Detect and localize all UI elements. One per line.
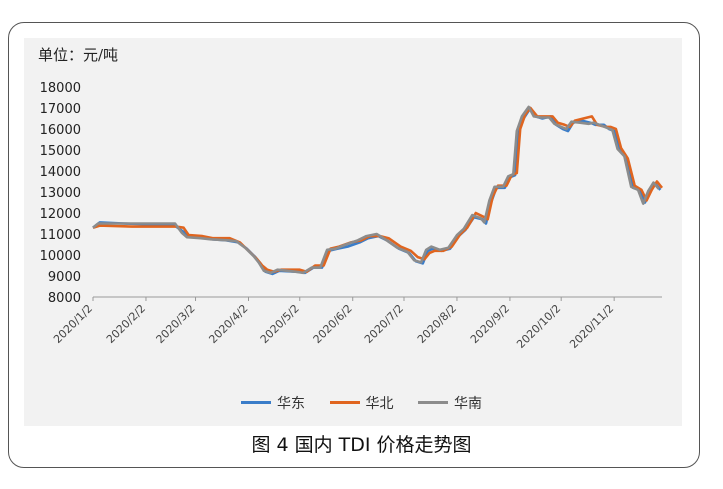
x-tick-label: 2020/5/2 [258, 302, 302, 346]
figure-caption: 图 4 国内 TDI 价格走势图 [251, 434, 472, 456]
legend-item-1: 华北 [329, 393, 394, 413]
x-tick-label: 2020/7/2 [362, 302, 406, 346]
legend-label: 华北 [365, 395, 394, 412]
y-tick-label: 12000 [40, 207, 81, 222]
legend-swatch [241, 401, 272, 404]
y-tick-label: 11000 [40, 228, 81, 243]
legend-swatch [417, 401, 448, 404]
y-tick-label: 9000 [48, 270, 81, 285]
legend-item-2: 华南 [417, 393, 482, 413]
y-tick-label: 8000 [48, 291, 81, 306]
series-line-2 [92, 105, 660, 275]
y-tick-label: 14000 [40, 165, 81, 180]
x-tick-label: 2020/1/2 [51, 302, 95, 346]
legend: 华东 华北 华南 [0, 392, 723, 413]
y-tick-label: 16000 [40, 123, 81, 138]
y-tick-label: 13000 [40, 186, 81, 201]
y-tick-label: 15000 [40, 144, 81, 159]
x-tick-label: 2020/10/2 [514, 302, 563, 351]
chart-background [24, 38, 682, 426]
legend-item-0: 华东 [241, 393, 305, 413]
x-tick-label: 2020/2/2 [104, 302, 148, 346]
y-tick-label: 18000 [40, 81, 81, 96]
series-line-1 [92, 106, 664, 274]
x-tick-label: 2020/9/2 [468, 302, 512, 346]
legend-swatch [329, 401, 360, 404]
y-tick-label: 17000 [40, 102, 81, 117]
x-tick-label: 2020/8/2 [415, 302, 459, 346]
chart-axes: 8000 9000 10000 11000 12000 13000 14000 15000 16… [40, 81, 662, 351]
x-tick-label: 2020/11/2 [567, 302, 616, 351]
x-tick-label: 2020/3/2 [154, 302, 198, 346]
chart-series [92, 105, 664, 276]
x-tick-label: 2020/6/2 [311, 302, 355, 346]
legend-label: 华东 [277, 395, 306, 412]
legend-label: 华南 [453, 395, 482, 412]
y-tick-label: 10000 [40, 249, 81, 264]
x-tick-label: 2020/4/2 [206, 302, 250, 346]
unit-label: 单位：元/吨 [38, 46, 119, 64]
series-line-0 [92, 106, 662, 276]
